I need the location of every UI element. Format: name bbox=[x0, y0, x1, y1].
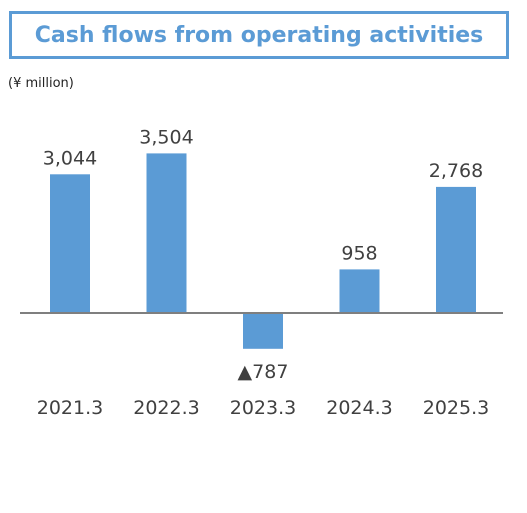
category-label-2023.3: 2023.3 bbox=[230, 397, 296, 419]
category-label-2022.3: 2022.3 bbox=[133, 397, 199, 419]
unit-label: (¥ million) bbox=[8, 76, 74, 91]
data-label-2022.3: 3,504 bbox=[139, 126, 193, 148]
chart-title: Cash flows from operating activities bbox=[34, 22, 484, 48]
bar-2022.3 bbox=[146, 153, 187, 313]
data-label-2024.3: 958 bbox=[341, 242, 377, 264]
data-label-2023.3: ▲787 bbox=[238, 361, 289, 383]
bar-2023.3 bbox=[243, 313, 283, 349]
category-label-2024.3: 2024.3 bbox=[326, 397, 392, 419]
bar-2024.3 bbox=[339, 269, 380, 313]
chart-title-box: Cash flows from operating activities bbox=[9, 11, 509, 59]
bar-2021.3 bbox=[50, 174, 90, 313]
data-label-2025.3: 2,768 bbox=[429, 160, 483, 182]
category-label-2021.3: 2021.3 bbox=[37, 397, 103, 419]
category-label-2025.3: 2025.3 bbox=[423, 397, 489, 419]
data-label-2021.3: 3,044 bbox=[43, 147, 97, 169]
bar-2025.3 bbox=[436, 186, 476, 313]
